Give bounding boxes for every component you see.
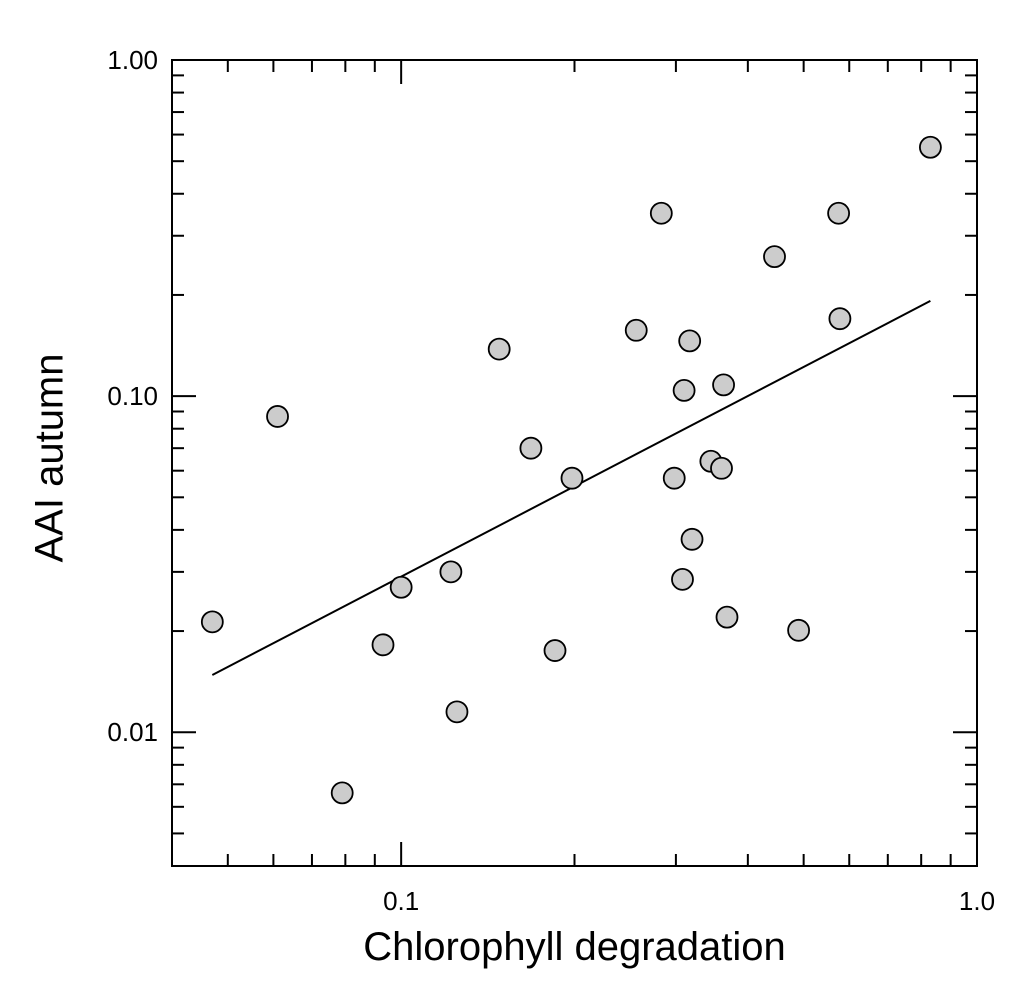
data-point xyxy=(543,639,567,662)
data-point xyxy=(710,456,733,480)
data-point xyxy=(371,633,395,657)
data-point xyxy=(678,329,702,353)
data-point xyxy=(828,307,852,331)
data-point xyxy=(200,610,224,634)
data-point xyxy=(827,201,851,225)
data-point xyxy=(763,245,786,269)
tick-labels: 0.1 1.0 0.01 0.10 1.00 xyxy=(107,45,995,916)
data-point xyxy=(649,201,673,225)
data-point xyxy=(389,575,413,599)
data-point xyxy=(715,605,739,629)
data-point xyxy=(662,466,686,490)
data-point xyxy=(680,527,704,551)
x-tick-label: 1.0 xyxy=(959,886,995,916)
y-axis-label: AAI autumn xyxy=(28,353,72,562)
data-point xyxy=(519,436,543,460)
data-point xyxy=(671,567,694,591)
y-tick-label: 1.00 xyxy=(107,45,158,75)
plot-frame xyxy=(171,59,978,867)
data-points xyxy=(200,135,942,805)
data-point xyxy=(560,466,584,490)
x-axis-label: Chlorophyll degradation xyxy=(363,925,786,969)
data-point xyxy=(672,378,696,402)
data-point xyxy=(330,781,354,805)
data-point xyxy=(919,135,942,159)
data-point xyxy=(487,337,511,361)
data-point xyxy=(712,373,735,397)
x-tick-label: 0.1 xyxy=(383,886,419,916)
y-tick-label: 0.01 xyxy=(107,717,158,747)
data-point xyxy=(787,618,811,642)
data-point xyxy=(624,318,648,342)
data-point xyxy=(266,405,289,428)
axis-ticks xyxy=(171,59,978,867)
data-point xyxy=(445,700,469,724)
data-point xyxy=(439,560,463,584)
y-tick-label: 0.10 xyxy=(107,381,158,411)
